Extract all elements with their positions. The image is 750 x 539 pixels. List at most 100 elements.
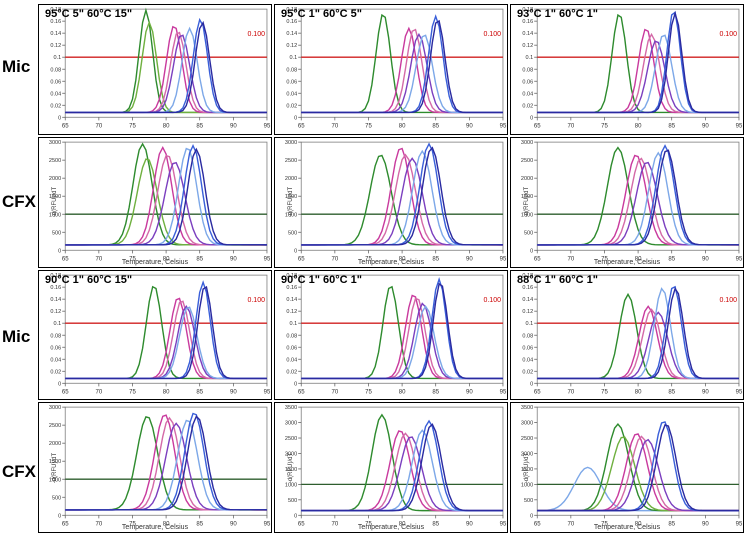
svg-text:500: 500 (52, 230, 61, 236)
svg-text:75: 75 (601, 388, 608, 395)
svg-text:70: 70 (331, 255, 338, 262)
x-axis-label: Temperature, Celsius (358, 524, 424, 531)
svg-text:0.06: 0.06 (522, 345, 533, 351)
svg-text:0.14: 0.14 (50, 297, 61, 303)
svg-text:85: 85 (432, 255, 439, 262)
svg-text:3000: 3000 (285, 140, 297, 146)
svg-text:65: 65 (62, 255, 69, 262)
svg-text:500: 500 (524, 230, 533, 236)
svg-text:0.04: 0.04 (50, 357, 61, 363)
svg-text:65: 65 (534, 123, 541, 130)
svg-text:0.14: 0.14 (522, 297, 533, 303)
svg-text:0.06: 0.06 (286, 345, 297, 351)
y-axis-label: -d(RFU)/dT (288, 452, 294, 482)
svg-text:0.02: 0.02 (286, 103, 297, 109)
svg-text:90: 90 (702, 123, 709, 130)
svg-text:90: 90 (230, 521, 237, 528)
svg-text:65: 65 (534, 388, 541, 395)
svg-text:80: 80 (635, 123, 642, 130)
threshold-label: 0.100 (247, 297, 265, 304)
y-axis-label: -d(RFU)/dT (288, 187, 294, 217)
row-label-cfx-2: CFX (0, 404, 38, 539)
svg-text:95: 95 (736, 255, 743, 262)
x-axis-label: Temperature, Celsius (358, 259, 424, 266)
row-label-cfx-1: CFX (0, 135, 38, 270)
y-axis-label: -d(RFU)/dT (52, 187, 58, 217)
svg-text:0.08: 0.08 (522, 67, 533, 73)
svg-text:0.06: 0.06 (286, 79, 297, 85)
svg-text:0.02: 0.02 (286, 369, 297, 375)
svg-text:95: 95 (264, 521, 271, 528)
mic-panel-2: 6570758085909500.020.040.060.080.10.120.… (510, 4, 744, 135)
row-label-mic-2: Mic (0, 270, 38, 405)
svg-text:2500: 2500 (521, 436, 533, 442)
svg-text:90: 90 (230, 255, 237, 262)
svg-text:0.04: 0.04 (522, 91, 533, 97)
svg-text:65: 65 (62, 521, 69, 528)
threshold-label: 0.100 (483, 31, 501, 38)
svg-text:70: 70 (567, 521, 574, 528)
panel-title: 88°C 1" 60°C 1" (517, 274, 598, 286)
svg-text:90: 90 (702, 521, 709, 528)
svg-text:65: 65 (298, 388, 305, 395)
x-axis-label: Temperature, Celsius (122, 259, 188, 266)
svg-text:0.14: 0.14 (286, 31, 297, 37)
svg-text:0.04: 0.04 (50, 91, 61, 97)
row-label-mic-1: Mic (0, 0, 38, 135)
svg-text:2500: 2500 (285, 158, 297, 164)
svg-text:0.12: 0.12 (50, 43, 61, 49)
svg-text:80: 80 (163, 123, 170, 130)
svg-text:0: 0 (530, 381, 533, 387)
svg-text:65: 65 (62, 123, 69, 130)
svg-text:95: 95 (736, 388, 743, 395)
mic-panel-4: 6570758085909500.020.040.060.080.10.120.… (274, 270, 508, 401)
svg-text:2000: 2000 (521, 176, 533, 182)
svg-text:70: 70 (331, 388, 338, 395)
svg-text:0.12: 0.12 (286, 43, 297, 49)
svg-text:85: 85 (668, 521, 675, 528)
svg-text:0.1: 0.1 (289, 55, 297, 61)
svg-text:90: 90 (230, 123, 237, 130)
svg-text:0.16: 0.16 (522, 19, 533, 25)
svg-text:90: 90 (702, 388, 709, 395)
svg-text:0: 0 (58, 248, 61, 254)
svg-text:70: 70 (331, 521, 338, 528)
panel-title: 95°C 5" 60°C 15" (45, 8, 132, 20)
svg-text:0.12: 0.12 (522, 43, 533, 49)
svg-text:85: 85 (668, 255, 675, 262)
threshold-label: 0.100 (483, 297, 501, 304)
cfx-panel-2: 65707580859095050010001500200025003000Te… (510, 137, 744, 268)
svg-text:0: 0 (530, 115, 533, 121)
svg-text:70: 70 (567, 255, 574, 262)
svg-text:90: 90 (702, 255, 709, 262)
svg-text:0: 0 (294, 381, 297, 387)
cfx-panel-1: 65707580859095050010001500200025003000Te… (274, 137, 508, 268)
svg-text:0.14: 0.14 (522, 31, 533, 37)
svg-text:3000: 3000 (521, 421, 533, 427)
svg-text:85: 85 (432, 521, 439, 528)
svg-text:95: 95 (264, 255, 271, 262)
cfx-panel-3: 65707580859095050010001500200025003000Te… (38, 402, 272, 533)
threshold-label: 0.100 (719, 297, 737, 304)
svg-text:0.06: 0.06 (50, 79, 61, 85)
svg-text:0.12: 0.12 (50, 309, 61, 315)
svg-text:85: 85 (432, 123, 439, 130)
cfx-panel-4: 6570758085909505001000150020002500300035… (274, 402, 508, 533)
svg-text:500: 500 (288, 498, 297, 504)
cfx-panel-0: 65707580859095050010001500200025003000Te… (38, 137, 272, 268)
svg-text:2500: 2500 (49, 158, 61, 164)
y-axis-label: -d(RFU)/dT (524, 187, 530, 217)
svg-text:90: 90 (466, 521, 473, 528)
svg-text:0.16: 0.16 (50, 19, 61, 25)
svg-text:80: 80 (163, 388, 170, 395)
svg-text:1000: 1000 (521, 483, 533, 489)
svg-text:70: 70 (567, 123, 574, 130)
svg-text:500: 500 (288, 230, 297, 236)
x-axis-label: Temperature, Celsius (594, 524, 660, 531)
x-axis-label: Temperature, Celsius (594, 259, 660, 266)
svg-text:85: 85 (668, 388, 675, 395)
svg-text:0.1: 0.1 (525, 55, 533, 61)
svg-text:0: 0 (58, 115, 61, 121)
mic-panel-3: 6570758085909500.020.040.060.080.10.120.… (38, 270, 272, 401)
svg-text:0.16: 0.16 (286, 285, 297, 291)
